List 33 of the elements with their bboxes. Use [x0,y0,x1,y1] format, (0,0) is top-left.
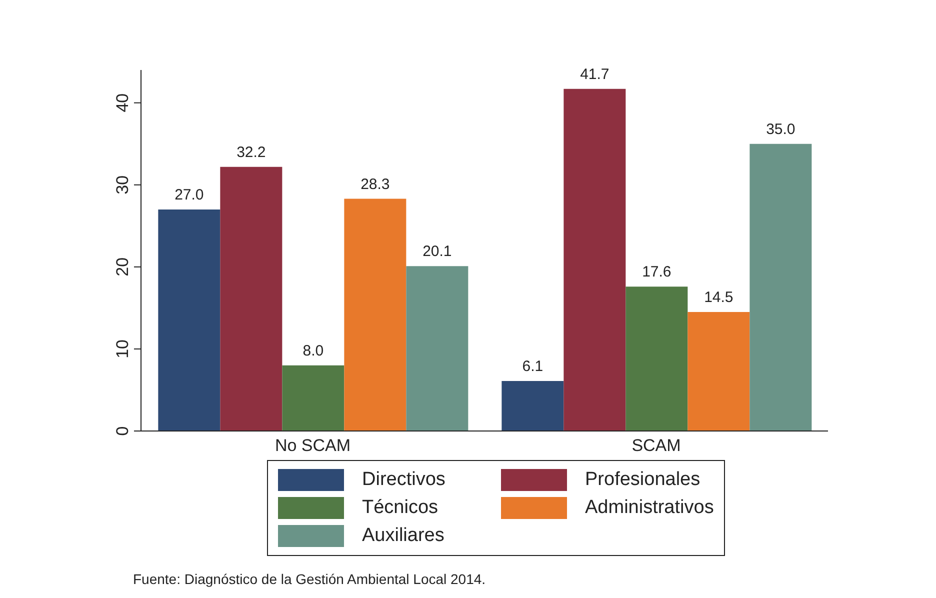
x-tick-label: No SCAM [274,436,351,456]
data-label: 14.5 [704,289,734,306]
legend-label: Técnicos [362,497,438,519]
y-tick-label: 40 [113,93,132,112]
bar [282,365,344,431]
bar [750,144,812,431]
data-label: 35.0 [766,120,796,138]
data-label: 27.0 [174,186,204,204]
y-tick-label: 0 [113,426,132,436]
data-label: 8.0 [302,342,324,360]
y-tick-label: 20 [113,257,132,276]
bar [344,198,406,431]
legend-label: Auxiliares [362,525,444,547]
legend-label: Profesionales [585,469,700,491]
data-label: 28.3 [360,176,390,193]
legend-label: Directivos [362,469,446,491]
data-label: 32.2 [236,144,266,161]
bar [688,312,750,431]
source-note: Fuente: Diagnóstico de la Gestión Ambiental Local 2014. [133,571,486,587]
y-tick-label: 30 [113,175,132,194]
legend-label: Administrativos [585,497,714,519]
data-label: 17.6 [642,264,672,281]
x-tick-label: SCAM [632,436,681,456]
bar [564,88,626,431]
bar [626,286,688,431]
bar [158,209,220,431]
bar [220,166,282,431]
data-label: 20.1 [422,243,452,260]
data-label: 41.7 [580,66,610,83]
bar [502,380,564,431]
data-label: 6.1 [522,358,544,375]
bar [406,266,468,431]
y-tick-label: 10 [113,339,132,358]
